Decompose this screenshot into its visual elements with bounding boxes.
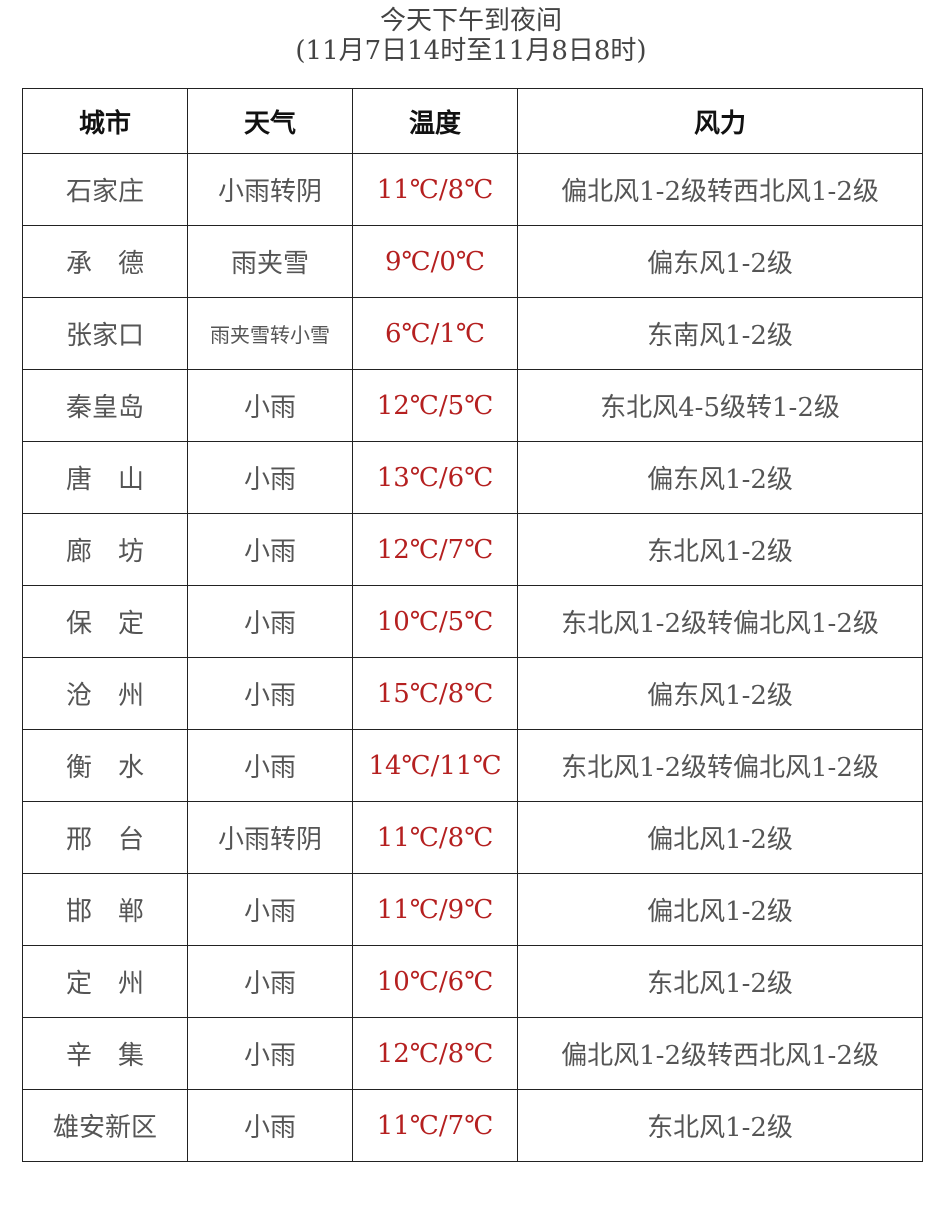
weather-cell: 小雨	[187, 513, 353, 586]
table-row: 沧 州小雨 15℃/8℃ 偏东风1-2级	[22, 657, 923, 730]
wind-cell: 东北风1-2级转偏北风1-2级	[517, 585, 923, 658]
wind-cell: 东北风1-2级	[517, 513, 923, 586]
temperature-cell: 12℃/8℃	[352, 1017, 518, 1090]
table-row: 张家口 雨夹雪转小雪 6℃/1℃ 东南风1-2级	[22, 297, 923, 370]
weather-cell: 雨夹雪	[187, 225, 353, 298]
table-row: 雄安新区 小雨 11℃/7℃ 东北风1-2级	[22, 1089, 923, 1162]
city-cell: 秦皇岛	[22, 369, 188, 442]
header-city: 城市	[22, 88, 188, 154]
table-row: 邢 台小雨转阴 11℃/8℃ 偏北风1-2级	[22, 801, 923, 874]
table-row: 辛 集小雨 12℃/8℃ 偏北风1-2级转西北风1-2级	[22, 1017, 923, 1090]
city-cell: 辛 集	[22, 1017, 188, 1090]
table-row: 秦皇岛 小雨 12℃/5℃ 东北风4-5级转1-2级	[22, 369, 923, 442]
city-cell: 张家口	[22, 297, 188, 370]
temperature-cell: 11℃/9℃	[352, 873, 518, 946]
weather-cell: 小雨转阴	[187, 801, 353, 874]
temperature-cell: 12℃/7℃	[352, 513, 518, 586]
wind-cell: 东北风4-5级转1-2级	[517, 369, 923, 442]
wind-cell: 偏东风1-2级	[517, 657, 923, 730]
wind-cell: 东北风1-2级转偏北风1-2级	[517, 729, 923, 802]
wind-cell: 东北风1-2级	[517, 945, 923, 1018]
weather-cell: 小雨转阴	[187, 153, 353, 226]
city-cell: 石家庄	[22, 153, 188, 226]
weather-cell: 小雨	[187, 441, 353, 514]
city-cell: 唐 山	[22, 441, 188, 514]
header-temperature: 温度	[352, 88, 518, 154]
temperature-cell: 11℃/8℃	[352, 153, 518, 226]
weather-cell: 小雨	[187, 585, 353, 658]
city-cell: 定 州	[22, 945, 188, 1018]
temperature-cell: 13℃/6℃	[352, 441, 518, 514]
table-row: 承 德雨夹雪 9℃/0℃ 偏东风1-2级	[22, 225, 923, 298]
temperature-cell: 11℃/7℃	[352, 1089, 518, 1162]
header-weather: 天气	[187, 88, 353, 154]
temperature-cell: 6℃/1℃	[352, 297, 518, 370]
page-title: 今天下午到夜间	[379, 6, 562, 36]
weather-cell: 小雨	[187, 1089, 353, 1162]
city-cell: 沧 州	[22, 657, 188, 730]
wind-cell: 偏东风1-2级	[517, 441, 923, 514]
city-cell: 承 德	[22, 225, 188, 298]
city-cell: 邯 郸	[22, 873, 188, 946]
wind-cell: 偏北风1-2级转西北风1-2级	[517, 1017, 923, 1090]
page-subtitle: (11月7日14时至11月8日8时)	[295, 36, 647, 66]
wind-cell: 东南风1-2级	[517, 297, 923, 370]
city-cell: 雄安新区	[22, 1089, 188, 1162]
city-cell: 保 定	[22, 585, 188, 658]
weather-cell: 小雨	[187, 657, 353, 730]
wind-cell: 偏北风1-2级	[517, 801, 923, 874]
wind-cell: 东北风1-2级	[517, 1089, 923, 1162]
temperature-cell: 11℃/8℃	[352, 801, 518, 874]
table-row: 石家庄 小雨转阴 11℃/8℃ 偏北风1-2级转西北风1-2级	[22, 153, 923, 226]
temperature-cell: 9℃/0℃	[352, 225, 518, 298]
wind-cell: 偏东风1-2级	[517, 225, 923, 298]
weather-cell: 小雨	[187, 729, 353, 802]
temperature-cell: 14℃/11℃	[352, 729, 518, 802]
weather-cell: 雨夹雪转小雪	[187, 297, 353, 370]
table-row: 定 州小雨 10℃/6℃ 东北风1-2级	[22, 945, 923, 1018]
table-row: 邯 郸小雨 11℃/9℃ 偏北风1-2级	[22, 873, 923, 946]
weather-cell: 小雨	[187, 945, 353, 1018]
header-wind: 风力	[517, 88, 923, 154]
weather-cell: 小雨	[187, 1017, 353, 1090]
table-row: 保 定小雨 10℃/5℃ 东北风1-2级转偏北风1-2级	[22, 585, 923, 658]
table-row: 廊 坊小雨 12℃/7℃ 东北风1-2级	[22, 513, 923, 586]
city-cell: 廊 坊	[22, 513, 188, 586]
weather-cell: 小雨	[187, 873, 353, 946]
weather-table: 城市 天气 温度 风力 石家庄 小雨转阴 11℃/8℃ 偏北风1-2级转西北风1-2级…	[22, 88, 923, 1162]
temperature-cell: 12℃/5℃	[352, 369, 518, 442]
table-row: 衡 水小雨 14℃/11℃ 东北风1-2级转偏北风1-2级	[22, 729, 923, 802]
weather-cell: 小雨	[187, 369, 353, 442]
wind-cell: 偏北风1-2级	[517, 873, 923, 946]
city-cell: 邢 台	[22, 801, 188, 874]
temperature-cell: 10℃/5℃	[352, 585, 518, 658]
wind-cell: 偏北风1-2级转西北风1-2级	[517, 153, 923, 226]
table-header-row: 城市 天气 温度 风力	[22, 88, 923, 154]
table-row: 唐 山小雨 13℃/6℃ 偏东风1-2级	[22, 441, 923, 514]
temperature-cell: 10℃/6℃	[352, 945, 518, 1018]
city-cell: 衡 水	[22, 729, 188, 802]
temperature-cell: 15℃/8℃	[352, 657, 518, 730]
